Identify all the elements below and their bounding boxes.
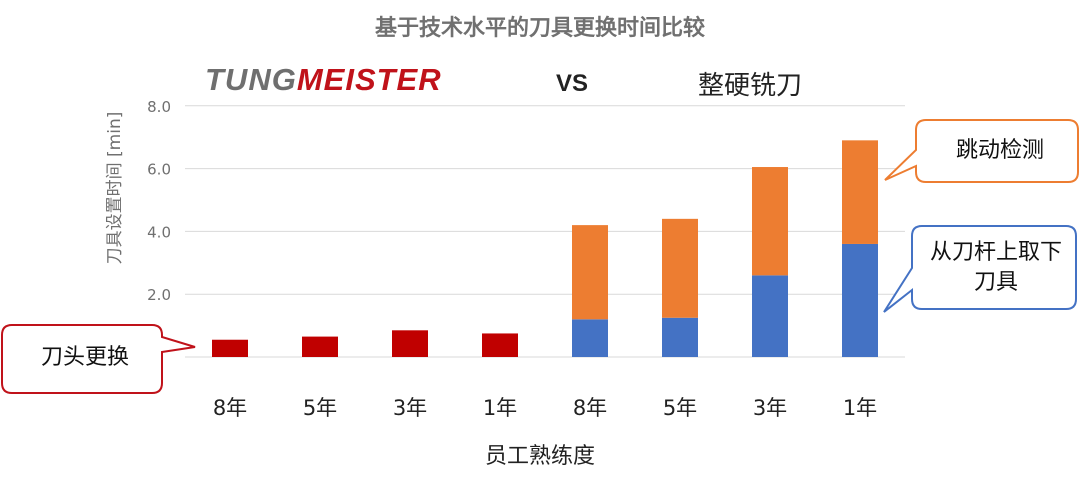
callout-tool-head bbox=[1, 324, 196, 394]
callout-remove bbox=[883, 225, 1077, 313]
bar bbox=[392, 330, 428, 357]
bar bbox=[572, 225, 608, 320]
bar bbox=[572, 319, 608, 357]
x-tick-label: 5年 bbox=[303, 396, 337, 420]
x-tick-label: 3年 bbox=[393, 396, 427, 420]
bar bbox=[302, 336, 338, 357]
callout-runout-text: 跳动检测 bbox=[955, 138, 1044, 163]
competitor-label: 整硬铣刀 bbox=[698, 71, 803, 101]
bar bbox=[212, 339, 248, 357]
x-tick-label: 8年 bbox=[213, 396, 247, 420]
bar bbox=[842, 243, 878, 357]
vs-label: VS bbox=[556, 70, 589, 97]
x-tick-label: 1年 bbox=[843, 396, 877, 420]
bar bbox=[752, 275, 788, 357]
chart-title: 基于技术水平的刀具更换时间比较 bbox=[374, 16, 705, 41]
x-tick-label: 3年 bbox=[753, 396, 787, 420]
x-tick-label: 8年 bbox=[573, 396, 607, 420]
bar bbox=[662, 317, 698, 357]
y-tick-label: 4.0 bbox=[147, 223, 171, 241]
gridlines bbox=[185, 105, 905, 358]
y-tick-label: 8.0 bbox=[147, 98, 171, 116]
logo-part-tung: TUNG bbox=[205, 62, 297, 97]
bars bbox=[212, 140, 878, 357]
x-tick-label: 5年 bbox=[663, 396, 697, 420]
callout-tool-head-text: 刀头更换 bbox=[40, 345, 129, 370]
bar bbox=[662, 218, 698, 318]
y-tick-label: 6.0 bbox=[147, 161, 171, 179]
bar bbox=[842, 140, 878, 244]
tungmeister-logo: TUNGMEISTER bbox=[205, 62, 442, 98]
y-tick-labels: 8.0 6.0 4.0 2.0 bbox=[147, 98, 171, 304]
x-tick-labels: 8年 5年 3年 1年 8年 5年 3年 1年 bbox=[213, 396, 877, 420]
y-tick-label: 2.0 bbox=[147, 286, 171, 304]
bar bbox=[752, 167, 788, 276]
bar bbox=[482, 333, 518, 357]
x-tick-label: 1年 bbox=[483, 396, 517, 420]
callout-runout bbox=[884, 119, 1079, 183]
callout-remove-text: 从刀杆上取下刀具 bbox=[929, 240, 1062, 295]
x-axis-label: 员工熟练度 bbox=[484, 444, 595, 469]
logo-part-meister: MEISTER bbox=[296, 62, 442, 97]
